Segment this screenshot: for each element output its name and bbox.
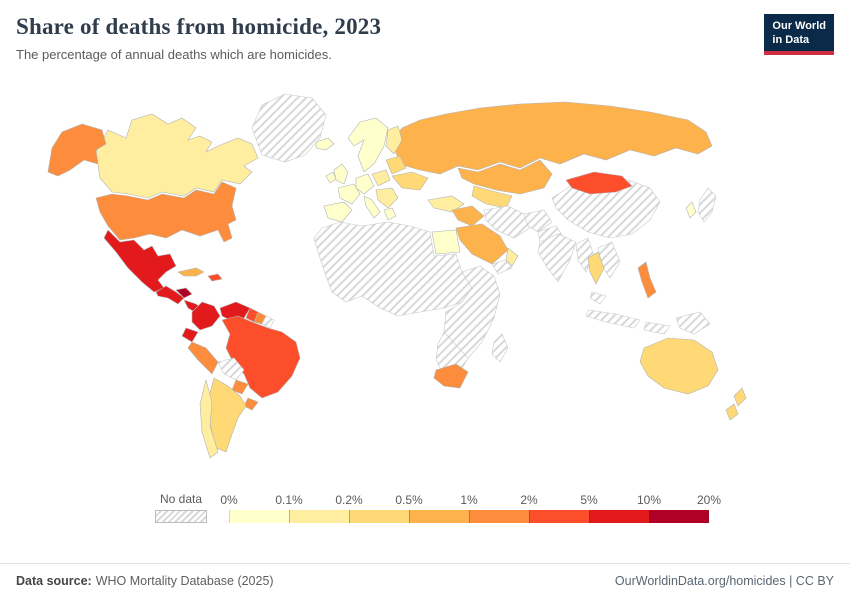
header: Share of deaths from homicide, 2023 The … bbox=[0, 0, 850, 62]
data-source: Data source: WHO Mortality Database (2025… bbox=[16, 574, 274, 588]
country-venezuela[interactable] bbox=[219, 301, 251, 321]
country-french-guiana[interactable] bbox=[261, 315, 275, 329]
country-thailand[interactable] bbox=[587, 251, 605, 285]
country-yemen[interactable] bbox=[491, 259, 513, 275]
country-iceland[interactable] bbox=[315, 137, 335, 151]
country-greenland[interactable] bbox=[251, 93, 327, 163]
country-balkans[interactable] bbox=[375, 187, 399, 209]
country-papua-new-guinea[interactable] bbox=[675, 311, 711, 335]
country-paraguay[interactable] bbox=[231, 379, 249, 395]
legend-no-data-swatch[interactable] bbox=[155, 510, 207, 523]
world-map bbox=[0, 62, 850, 492]
legend-colorbar: 0% 0.1% 0.2% 0.5% 1% 2% 5% 10% 20% bbox=[220, 493, 721, 523]
country-cuba[interactable] bbox=[177, 267, 205, 277]
country-saudi-arabia[interactable] bbox=[455, 223, 509, 265]
legend-ticks: 0% 0.1% 0.2% 0.5% 1% 2% 5% 10% 20% bbox=[220, 493, 721, 510]
country-malaysia[interactable] bbox=[589, 291, 607, 305]
legend-bin-2[interactable] bbox=[349, 510, 409, 523]
attribution-link[interactable]: OurWorldinData.org/homicides | CC BY bbox=[614, 574, 834, 588]
legend-bin-0[interactable] bbox=[229, 510, 289, 523]
country-peru[interactable] bbox=[187, 341, 219, 375]
country-usa[interactable] bbox=[95, 181, 237, 243]
country-iraq-syria[interactable] bbox=[451, 205, 485, 227]
country-mexico[interactable] bbox=[103, 229, 177, 293]
page-title: Share of deaths from homicide, 2023 bbox=[16, 14, 382, 39]
page-subtitle: The percentage of annual deaths which ar… bbox=[16, 47, 332, 62]
country-ecuador[interactable] bbox=[181, 327, 199, 343]
country-egypt[interactable] bbox=[431, 229, 461, 255]
country-indonesia-east[interactable] bbox=[643, 321, 671, 335]
footer: Data source: WHO Mortality Database (2025… bbox=[0, 563, 850, 600]
legend-no-data: No data bbox=[155, 492, 207, 523]
legend-tick-label: 20% bbox=[696, 493, 722, 507]
country-iberia[interactable] bbox=[323, 201, 353, 223]
legend-bins bbox=[229, 510, 713, 523]
country-alaska[interactable] bbox=[47, 123, 107, 177]
legend-tick-label: 1% bbox=[460, 493, 478, 507]
legend-tick-label: 2% bbox=[520, 493, 538, 507]
country-france[interactable] bbox=[337, 183, 361, 205]
legend-tick-label: 10% bbox=[636, 493, 662, 507]
legend-tick-label: 0.5% bbox=[395, 493, 423, 507]
country-greece[interactable] bbox=[383, 207, 397, 221]
country-south-africa[interactable] bbox=[433, 363, 469, 389]
data-source-label: Data source: bbox=[16, 574, 92, 588]
country-india[interactable] bbox=[537, 233, 577, 283]
country-italy[interactable] bbox=[363, 195, 381, 219]
country-bolivia[interactable] bbox=[217, 357, 245, 381]
world-map-svg bbox=[47, 93, 747, 459]
country-north-africa[interactable] bbox=[313, 221, 473, 317]
country-brazil[interactable] bbox=[221, 315, 301, 399]
country-madagascar[interactable] bbox=[491, 333, 509, 363]
logo-line1: Our World bbox=[772, 20, 826, 32]
country-ireland[interactable] bbox=[325, 171, 337, 184]
country-oman[interactable] bbox=[505, 247, 519, 267]
country-colombia[interactable] bbox=[191, 301, 221, 331]
legend-bin-3[interactable] bbox=[409, 510, 469, 523]
country-kazakhstan[interactable] bbox=[457, 159, 553, 195]
country-scandinavia[interactable] bbox=[347, 117, 389, 173]
legend-bin-4[interactable] bbox=[469, 510, 529, 523]
country-russia[interactable] bbox=[391, 101, 713, 175]
legend-tick-label: 0.1% bbox=[275, 493, 303, 507]
logo-line2: in Data bbox=[772, 34, 810, 47]
country-iran[interactable] bbox=[483, 205, 531, 239]
country-chile[interactable] bbox=[199, 378, 219, 459]
owid-logo[interactable]: Our World in Data bbox=[764, 14, 834, 55]
legend-no-data-label: No data bbox=[159, 492, 203, 506]
country-mongolia[interactable] bbox=[565, 171, 633, 195]
legend-bin-6[interactable] bbox=[589, 510, 649, 523]
map-legend: No data 0% 0.1% 0.2% 0.5% 1% 2% 5% 10% 20% bbox=[0, 492, 850, 523]
country-uk[interactable] bbox=[333, 163, 349, 185]
legend-tick-label: 0% bbox=[220, 493, 238, 507]
country-new-zealand-north[interactable] bbox=[733, 387, 747, 407]
data-source-value[interactable]: WHO Mortality Database (2025) bbox=[95, 574, 274, 588]
country-south-korea[interactable] bbox=[685, 201, 697, 219]
legend-tick-label: 0.2% bbox=[335, 493, 363, 507]
country-australia[interactable] bbox=[639, 337, 719, 395]
country-indonesia-west[interactable] bbox=[585, 309, 641, 329]
country-japan[interactable] bbox=[697, 187, 717, 223]
legend-tick-label: 5% bbox=[580, 493, 598, 507]
legend-bin-1[interactable] bbox=[289, 510, 349, 523]
country-uruguay[interactable] bbox=[243, 397, 259, 411]
country-philippines[interactable] bbox=[637, 261, 657, 299]
country-central-europe[interactable] bbox=[355, 173, 375, 195]
country-poland[interactable] bbox=[371, 169, 391, 187]
country-ukraine[interactable] bbox=[391, 171, 429, 191]
country-turkey[interactable] bbox=[427, 195, 465, 213]
country-baltics[interactable] bbox=[385, 155, 407, 175]
legend-bin-5[interactable] bbox=[529, 510, 589, 523]
country-finland[interactable] bbox=[385, 125, 403, 155]
country-afghanistan[interactable] bbox=[523, 209, 553, 233]
country-canada[interactable] bbox=[95, 113, 259, 199]
legend-bin-7[interactable] bbox=[649, 510, 709, 523]
country-guatemala[interactable] bbox=[155, 285, 185, 305]
country-new-zealand-south[interactable] bbox=[725, 403, 739, 421]
country-honduras[interactable] bbox=[175, 287, 193, 299]
header-text: Share of deaths from homicide, 2023 The … bbox=[16, 14, 381, 62]
country-hispaniola[interactable] bbox=[207, 273, 223, 282]
